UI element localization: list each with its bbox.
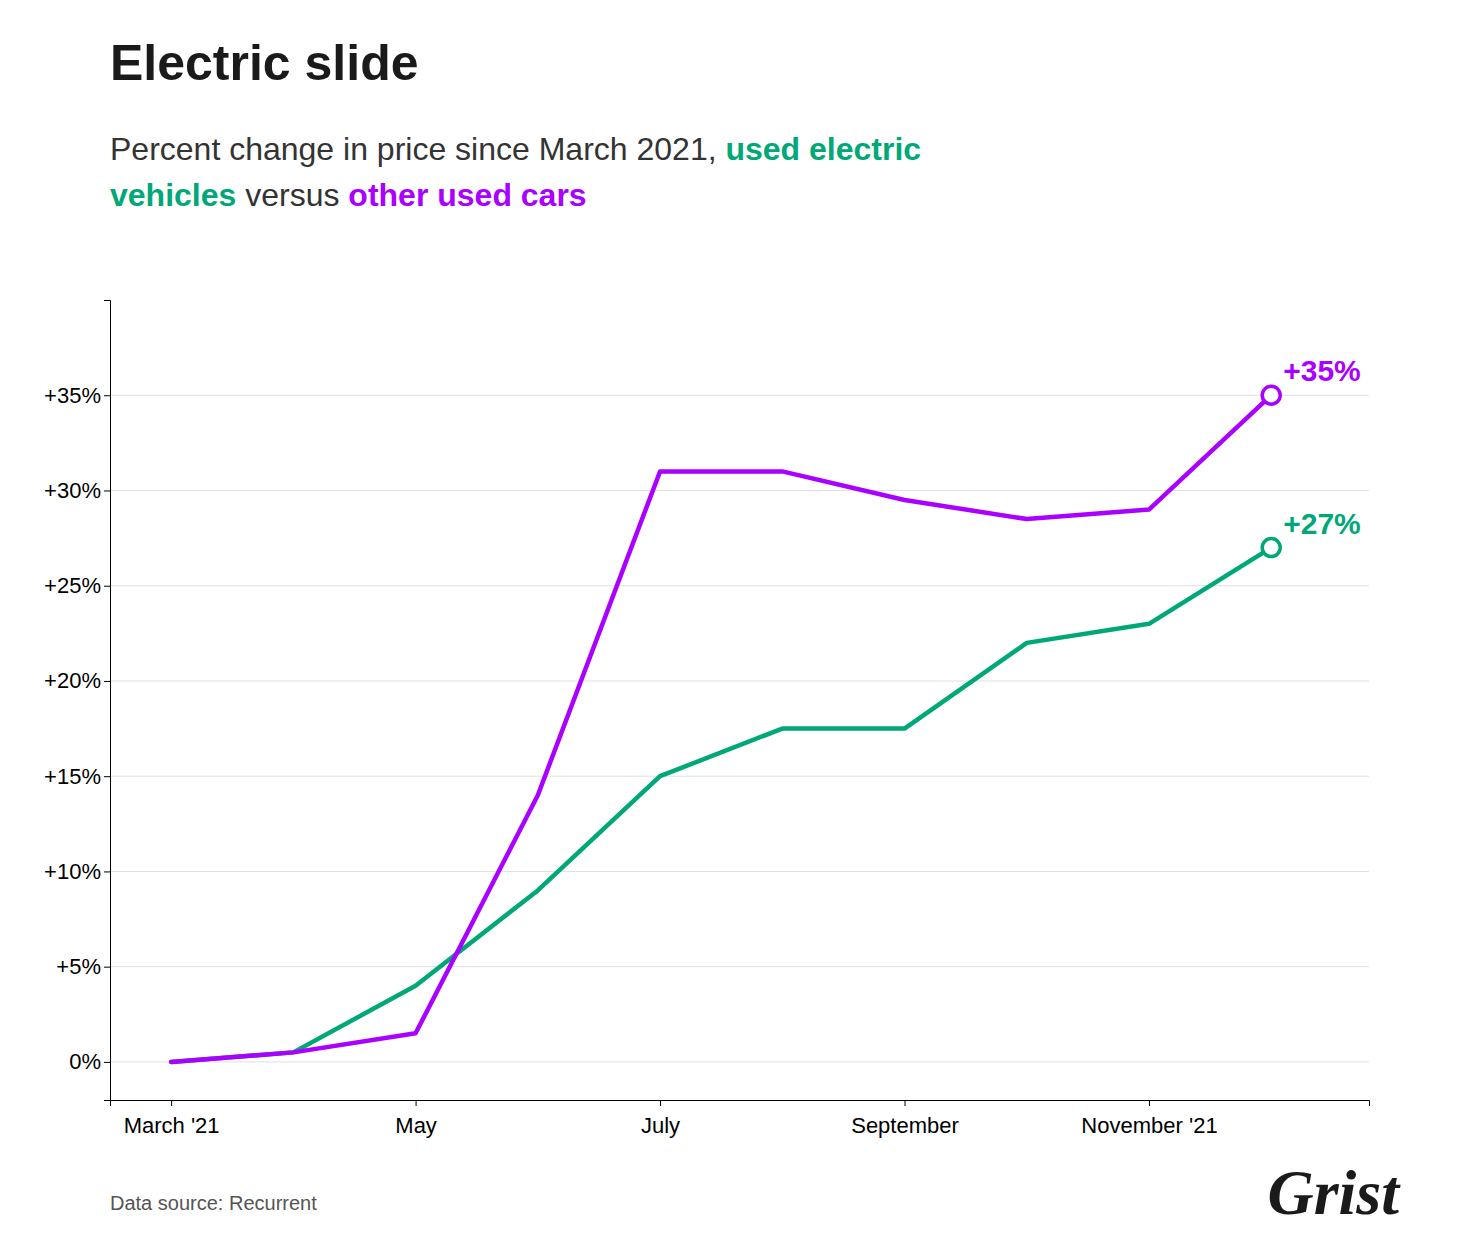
end-marker — [1262, 386, 1280, 404]
series-line — [171, 395, 1271, 1062]
y-tick-label: +15% — [44, 764, 101, 789]
subtitle-segment: used electric — [725, 131, 921, 167]
end-marker — [1262, 539, 1280, 557]
y-tick-mark — [104, 490, 110, 491]
plot: March '21 May July September November '21 0% +… — [44, 301, 1369, 1139]
caption: Data source: Recurrent — [110, 1192, 317, 1214]
y-tick: +25% — [44, 573, 110, 598]
y-tick-label: +10% — [44, 859, 101, 884]
y-tick-mark — [104, 1062, 110, 1063]
x-tick-mark — [660, 1100, 661, 1106]
y-tick: +10% — [44, 859, 110, 884]
x-tick-mark — [905, 1100, 906, 1106]
grid-line — [110, 585, 1369, 586]
x-tick-mark — [1149, 1100, 1150, 1106]
y-tick-label: 0% — [69, 1049, 101, 1074]
x-tick: July — [641, 1100, 680, 1138]
x-tick-label: March '21 — [124, 1113, 220, 1138]
y-tick-label: +30% — [44, 478, 101, 503]
grid-line — [110, 1061, 1369, 1062]
grid-line — [110, 395, 1369, 396]
subtitle-segment: versus — [236, 177, 348, 213]
x-tick: March '21 — [124, 1100, 220, 1138]
x-tick-mark — [171, 1100, 172, 1106]
y-tick: 0% — [69, 1049, 110, 1074]
title: Electric slide — [110, 35, 419, 91]
y-tick: +35% — [44, 383, 110, 408]
x-tick-label: September — [851, 1113, 959, 1138]
subtitle-segment: vehicles — [110, 177, 236, 213]
y-tick-mark — [104, 967, 110, 968]
end-label: +27% — [1283, 507, 1361, 540]
y-tick-mark — [104, 395, 110, 396]
grid-line — [110, 490, 1369, 491]
x-tick-label: November '21 — [1081, 1113, 1217, 1138]
subtitle: vehicles versus other used cars — [110, 177, 587, 213]
y-tick-mark — [104, 871, 110, 872]
y-tick-label: +25% — [44, 573, 101, 598]
y-tick-label: +35% — [44, 383, 101, 408]
y-tick: +15% — [44, 764, 110, 789]
grid-line — [110, 680, 1369, 681]
subtitle-segment: Percent change in price since March 2021… — [110, 131, 725, 167]
y-tick: +5% — [56, 954, 110, 979]
grid-line — [110, 966, 1369, 967]
grid-line — [110, 871, 1369, 872]
y-axis-line — [104, 301, 111, 1101]
end-label: +35% — [1283, 354, 1361, 387]
x-tick-label: July — [641, 1113, 680, 1138]
x-tick: September — [851, 1100, 959, 1138]
subtitle-segment: other used cars — [348, 177, 586, 213]
x-axis-line — [111, 1101, 1370, 1107]
grid-line — [110, 776, 1369, 777]
y-tick-mark — [104, 681, 110, 682]
y-axis: 0% +5% +10% +15% +20% +25% +30% +35% — [44, 301, 110, 1101]
x-tick-mark — [416, 1100, 417, 1106]
y-tick-mark — [104, 586, 110, 587]
grid — [110, 395, 1369, 1062]
y-tick-label: +5% — [56, 954, 101, 979]
x-tick: May — [395, 1100, 437, 1138]
y-tick-mark — [104, 776, 110, 777]
marks — [171, 386, 1280, 1062]
x-axis: March '21 May July September November '21 — [111, 1100, 1370, 1138]
y-tick: +30% — [44, 478, 110, 503]
subtitle: Percent change in price since March 2021… — [110, 131, 921, 167]
y-tick: +20% — [44, 668, 110, 693]
series-line — [171, 548, 1271, 1062]
branding: Grist — [1267, 1157, 1401, 1228]
x-tick-label: May — [395, 1113, 437, 1138]
labels: +27% +35% — [1283, 354, 1361, 539]
chart: Electric slide Percent change in price si… — [0, 0, 1459, 1250]
y-tick-label: +20% — [44, 668, 101, 693]
x-tick: November '21 — [1081, 1100, 1217, 1138]
